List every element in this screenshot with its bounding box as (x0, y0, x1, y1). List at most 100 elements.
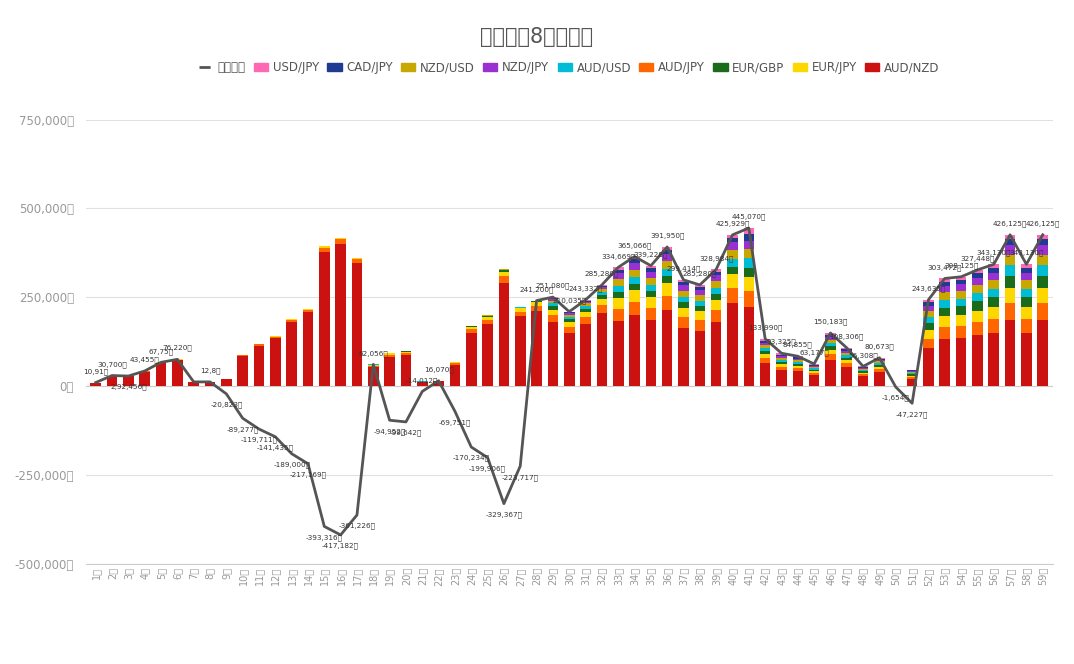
Text: 80,673円: 80,673円 (865, 343, 895, 350)
Bar (743, 258, 754, 268)
Bar (580, 303, 591, 306)
Bar (809, 369, 819, 370)
Bar (825, 349, 836, 355)
Bar (564, 322, 575, 327)
Bar (564, 317, 575, 319)
Text: 243,332円: 243,332円 (568, 286, 603, 292)
Bar (695, 306, 706, 311)
Bar (940, 286, 950, 292)
Bar (956, 306, 967, 315)
Bar (858, 373, 869, 374)
Bar (613, 280, 624, 286)
Bar (777, 359, 787, 361)
Bar (1037, 254, 1048, 265)
Text: 343,130円: 343,130円 (1010, 250, 1044, 256)
Bar (858, 367, 869, 368)
Bar (956, 277, 967, 280)
Bar (287, 319, 296, 320)
Bar (842, 367, 852, 386)
Text: 308,125円: 308,125円 (944, 262, 978, 269)
Bar (777, 370, 787, 386)
Bar (335, 240, 346, 244)
Bar (1005, 288, 1015, 303)
Bar (777, 361, 787, 363)
Bar (417, 382, 427, 386)
Bar (351, 259, 362, 263)
Bar (498, 276, 509, 284)
Bar (106, 376, 117, 386)
Bar (498, 272, 509, 276)
Bar (924, 306, 933, 311)
Text: 30,700円: 30,700円 (97, 361, 127, 368)
Bar (172, 360, 183, 361)
Bar (1037, 276, 1048, 288)
Bar (842, 360, 852, 363)
Bar (580, 317, 591, 324)
Bar (988, 273, 999, 280)
Bar (842, 349, 852, 351)
Bar (743, 277, 754, 291)
Bar (809, 367, 819, 369)
Bar (711, 281, 722, 288)
Bar (1005, 239, 1015, 246)
Bar (759, 345, 770, 348)
Bar (809, 375, 819, 386)
Text: -119,711円: -119,711円 (241, 437, 277, 444)
Bar (645, 278, 656, 285)
Bar (842, 353, 852, 355)
Bar (678, 317, 688, 328)
Bar (842, 348, 852, 349)
Text: -329,367円: -329,367円 (485, 511, 522, 518)
Text: -94,952円: -94,952円 (374, 428, 406, 435)
Bar (727, 288, 738, 303)
Bar (906, 372, 917, 373)
Bar (759, 363, 770, 386)
Bar (662, 247, 672, 250)
Bar (498, 284, 509, 386)
Bar (613, 309, 624, 321)
Bar (548, 301, 558, 303)
Bar (253, 344, 264, 345)
Text: 62,056円: 62,056円 (359, 350, 388, 357)
Text: 328,984円: 328,984円 (699, 255, 734, 262)
Bar (596, 289, 607, 292)
Text: 365,066円: 365,066円 (618, 242, 652, 249)
Bar (924, 339, 933, 349)
Bar (759, 353, 770, 358)
Bar (972, 293, 983, 301)
Bar (580, 312, 591, 317)
Bar (777, 357, 787, 359)
Bar (825, 343, 836, 347)
Bar (629, 270, 640, 278)
Bar (793, 359, 803, 360)
Bar (825, 347, 836, 349)
Bar (711, 272, 722, 275)
Text: 84,855円: 84,855円 (783, 342, 813, 349)
Text: トラリフ8通貨投資: トラリフ8通貨投資 (480, 27, 594, 46)
Text: 12,8円: 12,8円 (200, 367, 220, 374)
Bar (825, 333, 836, 335)
Bar (532, 305, 542, 311)
Bar (629, 263, 640, 270)
Bar (351, 258, 362, 259)
Bar (825, 355, 836, 360)
Bar (906, 377, 917, 379)
Bar (809, 365, 819, 366)
Bar (743, 268, 754, 277)
Bar (1021, 333, 1032, 386)
Bar (711, 300, 722, 310)
Bar (596, 305, 607, 313)
Bar (662, 254, 672, 261)
Bar (303, 309, 314, 310)
Bar (548, 315, 558, 322)
Bar (564, 327, 575, 333)
Text: 303,472円: 303,472円 (928, 264, 962, 271)
Bar (924, 349, 933, 386)
Bar (645, 268, 656, 272)
Bar (482, 316, 493, 317)
Bar (972, 301, 983, 311)
Bar (629, 278, 640, 284)
Bar (711, 288, 722, 294)
Text: 243,635円: 243,635円 (911, 286, 945, 292)
Bar (287, 320, 296, 322)
